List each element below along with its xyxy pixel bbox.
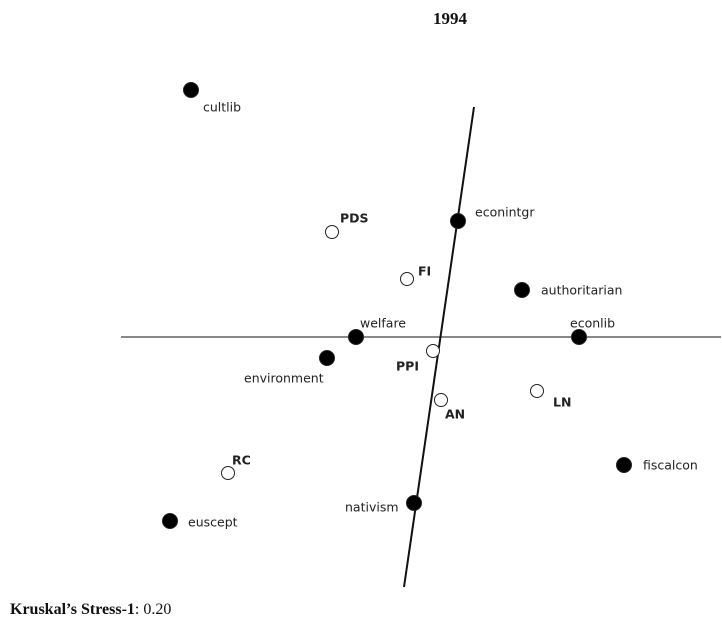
filled-point	[183, 82, 199, 98]
footer-value: : 0.20	[135, 601, 171, 618]
variable-label: econintgr	[475, 205, 535, 220]
open-point	[221, 466, 235, 480]
filled-point	[348, 329, 364, 345]
variable-label: econlib	[570, 316, 615, 331]
title: 1994	[433, 9, 468, 28]
filled-point	[319, 350, 335, 366]
filled-point	[571, 329, 587, 345]
party-label: RC	[232, 453, 251, 468]
open-point	[530, 384, 544, 398]
open-point	[434, 393, 448, 407]
variable-label: welfare	[360, 316, 406, 331]
filled-point	[514, 282, 530, 298]
footer: Kruskal’s Stress-1: 0.20	[10, 601, 171, 618]
variable-label: cultlib	[203, 100, 241, 115]
party-label: FI	[418, 264, 431, 279]
filled-point	[162, 513, 178, 529]
variable-label: euscept	[188, 515, 238, 530]
open-point	[400, 272, 414, 286]
filled-point	[450, 213, 466, 229]
party-label: PPI	[396, 359, 419, 374]
party-label: LN	[553, 395, 571, 410]
filled-point	[406, 495, 422, 511]
footer-label: Kruskal’s Stress-1	[10, 601, 135, 618]
filled-point	[616, 457, 632, 473]
open-point	[325, 225, 339, 239]
variable-label: nativism	[345, 500, 399, 515]
party-label: AN	[445, 407, 465, 422]
variable-label: fiscalcon	[643, 458, 698, 473]
variable-label: environment	[244, 371, 324, 386]
open-point	[426, 344, 440, 358]
slanted-axis	[403, 106, 475, 588]
variable-label: authoritarian	[541, 283, 622, 298]
party-label: PDS	[340, 211, 369, 226]
